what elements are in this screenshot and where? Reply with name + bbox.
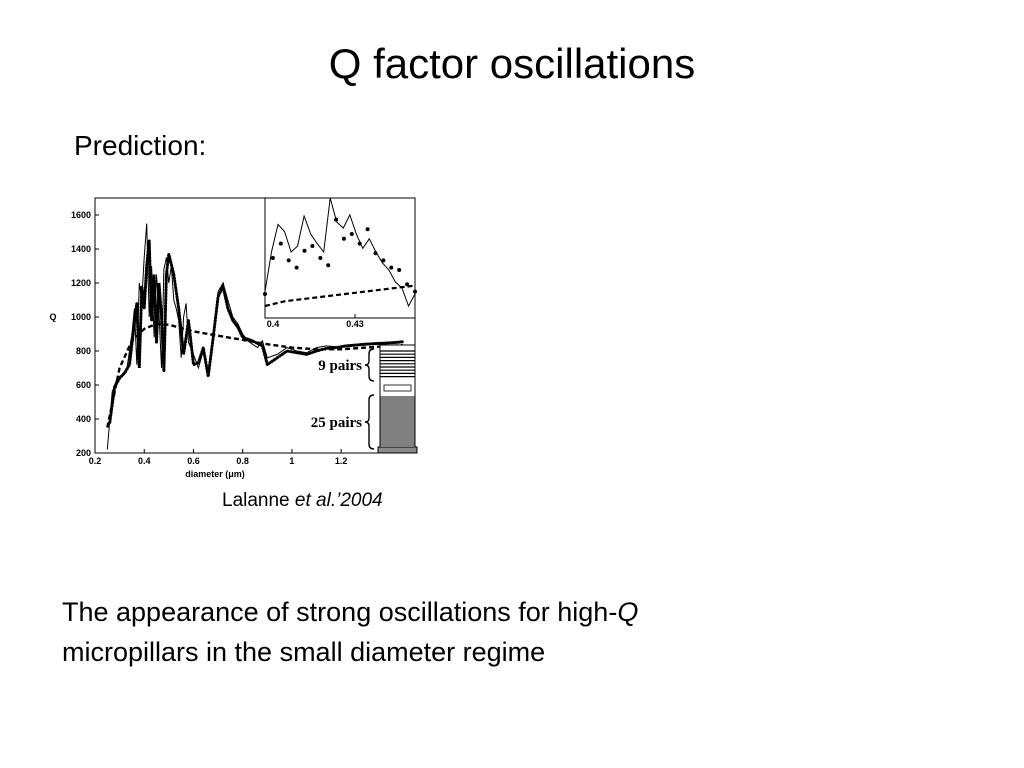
slide-title: Q factor oscillations bbox=[328, 40, 696, 87]
inset-point-4 bbox=[294, 265, 299, 270]
inset-x-tick-label-0: 0.4 bbox=[267, 319, 280, 329]
x-tick-label-1: 0.4 bbox=[138, 456, 151, 466]
brace-9-pairs bbox=[364, 348, 375, 382]
chart-series bbox=[106, 223, 405, 450]
prediction-label: Prediction: bbox=[74, 130, 207, 161]
inset-point-3 bbox=[286, 258, 291, 263]
inset-point-1 bbox=[270, 256, 275, 260]
inset-point-5 bbox=[302, 248, 307, 253]
inset-frame bbox=[264, 197, 416, 319]
inset-point-9 bbox=[334, 217, 339, 222]
y-tick-label-7: 1600 bbox=[71, 210, 91, 220]
series-solid-thin bbox=[106, 223, 403, 450]
x-axis-label: diameter (μm) bbox=[185, 469, 245, 479]
y-tick-label-0: 200 bbox=[76, 448, 91, 458]
inset-point-18 bbox=[405, 282, 410, 287]
y-tick-label-4: 1000 bbox=[71, 312, 91, 322]
q-factor-chart: 0.2 0.4 0.6 0.8 1 1.2 200 400 600 800 1000 1200 1400… bbox=[40, 190, 430, 480]
x-tick-label-5: 1.2 bbox=[335, 456, 348, 466]
inset-point-14 bbox=[373, 251, 378, 256]
inset-point-2 bbox=[278, 241, 283, 246]
inset-point-13 bbox=[365, 227, 370, 232]
substrate bbox=[377, 446, 418, 454]
inset-series-dashed bbox=[264, 284, 416, 308]
series-dotted-thick bbox=[108, 240, 405, 424]
y-tick-label-6: 1400 bbox=[71, 244, 91, 254]
x-tick-label-4: 1 bbox=[289, 456, 294, 466]
inset-point-6 bbox=[310, 244, 315, 248]
series-dashed-thick bbox=[106, 322, 403, 428]
inset-point-19 bbox=[413, 289, 417, 294]
x-tick-label-0: 0.2 bbox=[89, 456, 102, 466]
annotation-25-pairs: 25 pairs bbox=[311, 415, 362, 431]
y-tick-label-1: 400 bbox=[76, 414, 91, 424]
inset-point-7 bbox=[318, 256, 323, 260]
inset-point-12 bbox=[357, 241, 362, 246]
plot-frame bbox=[94, 197, 416, 454]
brace-25-pairs bbox=[364, 394, 375, 450]
inset-point-10 bbox=[341, 236, 346, 241]
chart-svg: 0.2 0.4 0.6 0.8 1 1.2 200 400 600 800 1000 1200 1400… bbox=[49, 197, 418, 479]
conclusion-q-symbol: Q bbox=[617, 597, 639, 627]
y-tick-label-3: 800 bbox=[76, 346, 91, 356]
citation-author: Lalanne bbox=[222, 490, 295, 511]
inset-series-solid bbox=[264, 197, 416, 308]
x-tick-label-2: 0.6 bbox=[187, 456, 200, 466]
inset-point-11 bbox=[349, 232, 354, 236]
chart-inset: 0.4 0.43 bbox=[263, 197, 417, 329]
y-axis-label: Q bbox=[49, 312, 56, 322]
micropillar-diagram bbox=[364, 344, 418, 454]
x-tick-label-3: 0.8 bbox=[236, 456, 249, 466]
inset-point-8 bbox=[326, 263, 331, 268]
y-tick-label-2: 600 bbox=[76, 380, 91, 390]
citation: Lalanne et al.’2004 bbox=[222, 490, 383, 512]
inset-x-tick-label-1: 0.43 bbox=[346, 319, 364, 329]
conclusion-part-2: micropillars in the small diameter regim… bbox=[62, 637, 546, 667]
conclusion-part-1: The appearance of strong oscillations fo… bbox=[62, 597, 618, 627]
inset-point-17 bbox=[397, 268, 402, 272]
inset-point-16 bbox=[389, 265, 394, 270]
conclusion-text: The appearance of strong oscillations fo… bbox=[62, 592, 782, 672]
annotation-9-pairs: 9 pairs bbox=[318, 358, 362, 374]
inset-point-0 bbox=[263, 292, 267, 296]
chart-ticks: 0.2 0.4 0.6 0.8 1 1.2 200 400 600 800 1000 1200 1400… bbox=[71, 210, 347, 466]
citation-etal: et al.’2004 bbox=[294, 490, 383, 511]
cavity-spacer bbox=[383, 384, 412, 392]
y-tick-label-5: 1200 bbox=[71, 278, 91, 288]
chart-axes bbox=[94, 197, 416, 454]
inset-point-15 bbox=[381, 258, 386, 263]
